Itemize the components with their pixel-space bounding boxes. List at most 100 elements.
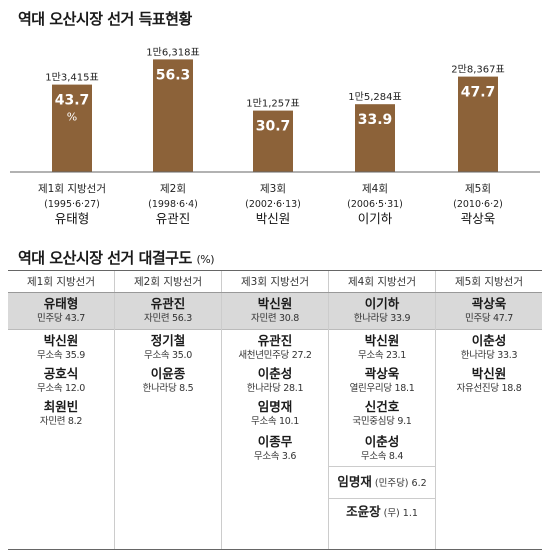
candidate-party-share: 민주당 47.7 — [465, 313, 513, 324]
candidate-name: 박신원 — [257, 296, 293, 311]
candidate-name: 최원빈 — [43, 399, 79, 414]
category-label-5: 제5회 — [465, 183, 491, 195]
candidate-party-share: 한나라당 8.5 — [142, 383, 194, 394]
bar-value-label-3: 30.7 — [256, 119, 291, 135]
candidate-name: 박신원 — [43, 333, 79, 348]
candidate-party-share: 민주당 43.7 — [37, 313, 85, 324]
candidate-name: 신건호 — [364, 399, 400, 414]
winner-label-1: 유태형 — [55, 211, 90, 226]
header-election-2: 제2회 지방선거 — [114, 271, 221, 292]
candidate-party-share: 국민중심당 9.1 — [352, 416, 412, 427]
header-election-5: 제5회 지방선거 — [435, 271, 542, 292]
candidate-party-share: 한나라당 33.3 — [460, 350, 518, 361]
date-label-5: (2010·6·2) — [453, 199, 503, 210]
candidate-name: 임명재 — [337, 474, 372, 489]
candidate-name: 박신원 — [364, 333, 400, 348]
candidate-name: 곽상욱 — [471, 296, 507, 311]
candidate-name: 이종무 — [257, 434, 293, 449]
vote-count-label-3: 1만1,257표 — [246, 98, 299, 110]
bar-1 — [52, 84, 92, 172]
matchup-title-text: 역대 오산시장 선거 대결구도 — [18, 249, 192, 267]
bar-value-label-5: 47.7 — [461, 85, 496, 101]
candidate-party-share: 자민련 56.3 — [144, 313, 192, 324]
bar-2 — [153, 59, 193, 172]
candidate-party-share: 무소속 8.4 — [360, 451, 404, 462]
row-divider — [329, 498, 435, 499]
bar-value-label-1: 43.7 — [55, 93, 90, 109]
candidate-cell: 이춘성 한나라당 28.1 — [222, 366, 328, 395]
date-label-1: (1995·6·27) — [44, 199, 100, 210]
bar-value-label-2: 56.3 — [156, 67, 191, 83]
candidate-party-share: 무소속 12.0 — [37, 383, 85, 394]
candidate-party-share: 새천년민주당 27.2 — [238, 350, 312, 361]
winner-row-highlight — [8, 293, 542, 330]
candidate-name: 정기철 — [150, 333, 186, 348]
vote-count-label-1: 1만3,415표 — [45, 72, 98, 84]
candidate-party-share: 무소속 10.1 — [251, 416, 299, 427]
row-divider — [329, 466, 435, 467]
candidate-cell: 임명재 (민주당) 6.2 — [329, 474, 435, 492]
candidate-name: 유태형 — [43, 296, 79, 311]
matchup-unit: (%) — [196, 253, 215, 266]
candidate-name: 이춘성 — [257, 366, 293, 381]
candidate-party-share: 무소속 3.6 — [253, 451, 297, 462]
date-label-3: (2002·6·13) — [245, 199, 301, 210]
vote-bar-chart: 1만3,415표 43.7% 제1회 지방선거 (1995·6·27)유태형 1만6,3… — [10, 46, 540, 226]
candidate-party-share: (민주당) 6.2 — [371, 478, 427, 489]
candidate-cell: 박신원 무소속 23.1 — [329, 333, 435, 362]
date-label-2: (1998·6·4) — [148, 199, 198, 210]
candidate-party-share: 무소속 35.0 — [144, 350, 192, 361]
header-election-1: 제1회 지방선거 — [27, 276, 95, 288]
bar-4 — [355, 104, 395, 172]
winner-label-5: 곽상욱 — [461, 211, 496, 226]
candidate-name: 이춘성 — [364, 434, 400, 449]
column-election-4: 이기하 한나라당 33.9 박신원 무소속 23.1 곽상욱 열린우리당 18.1 신건호 국… — [328, 293, 435, 549]
candidate-name: 이춘성 — [471, 333, 507, 348]
candidate-name: 조윤장 — [346, 504, 381, 519]
candidate-party-share: 자민련 8.2 — [39, 416, 83, 427]
bar-3 — [253, 110, 293, 172]
candidate-name: 유관진 — [150, 296, 186, 311]
candidate-party-share: 자민련 30.8 — [251, 313, 299, 324]
candidate-name: 곽상욱 — [364, 366, 400, 381]
candidate-name: 이기하 — [364, 296, 400, 311]
candidate-name: 이윤종 — [150, 366, 186, 381]
candidate-party-share: 열린우리당 18.1 — [349, 383, 415, 394]
bar-value-label-4: 33.9 — [358, 112, 393, 128]
table-columns: 유태형 민주당 43.7 박신원 무소속 35.9 공호식 무소속 12.0 최원빈 자민련 … — [8, 293, 542, 549]
candidate-name: 임명재 — [257, 399, 293, 414]
candidate-cell: 박신원 자유선진당 18.8 — [436, 366, 542, 395]
table-body: 유태형 민주당 43.7 박신원 무소속 35.9 공호식 무소속 12.0 최원빈 자민련 … — [8, 293, 542, 549]
category-label-3: 제3회 — [260, 183, 286, 195]
matchup-table: 제1회 지방선거 제2회 지방선거 제3회 지방선거 제4회 지방선거 제5회 … — [8, 270, 542, 550]
candidate-name: 공호식 — [43, 366, 79, 381]
date-label-4: (2006·5·31) — [347, 199, 403, 210]
matchup-title: 역대 오산시장 선거 대결구도 (%) — [18, 247, 215, 268]
bar-unit-label-1: % — [67, 111, 77, 124]
category-label-4: 제4회 — [362, 183, 388, 195]
winner-label-2: 유관진 — [156, 211, 191, 226]
vote-count-label-5: 2만8,367표 — [451, 64, 504, 76]
candidate-party-share: (무) 1.1 — [380, 508, 418, 519]
candidate-party-share: 무소속 35.9 — [37, 350, 85, 361]
candidate-cell: 유관진 새천년민주당 27.2 — [222, 333, 328, 362]
vote-chart-title: 역대 오산시장 선거 득표현황 — [18, 10, 192, 28]
vote-count-label-4: 1만5,284표 — [348, 91, 401, 103]
header-election-4: 제4회 지방선거 — [328, 271, 435, 292]
candidate-name: 박신원 — [471, 366, 507, 381]
